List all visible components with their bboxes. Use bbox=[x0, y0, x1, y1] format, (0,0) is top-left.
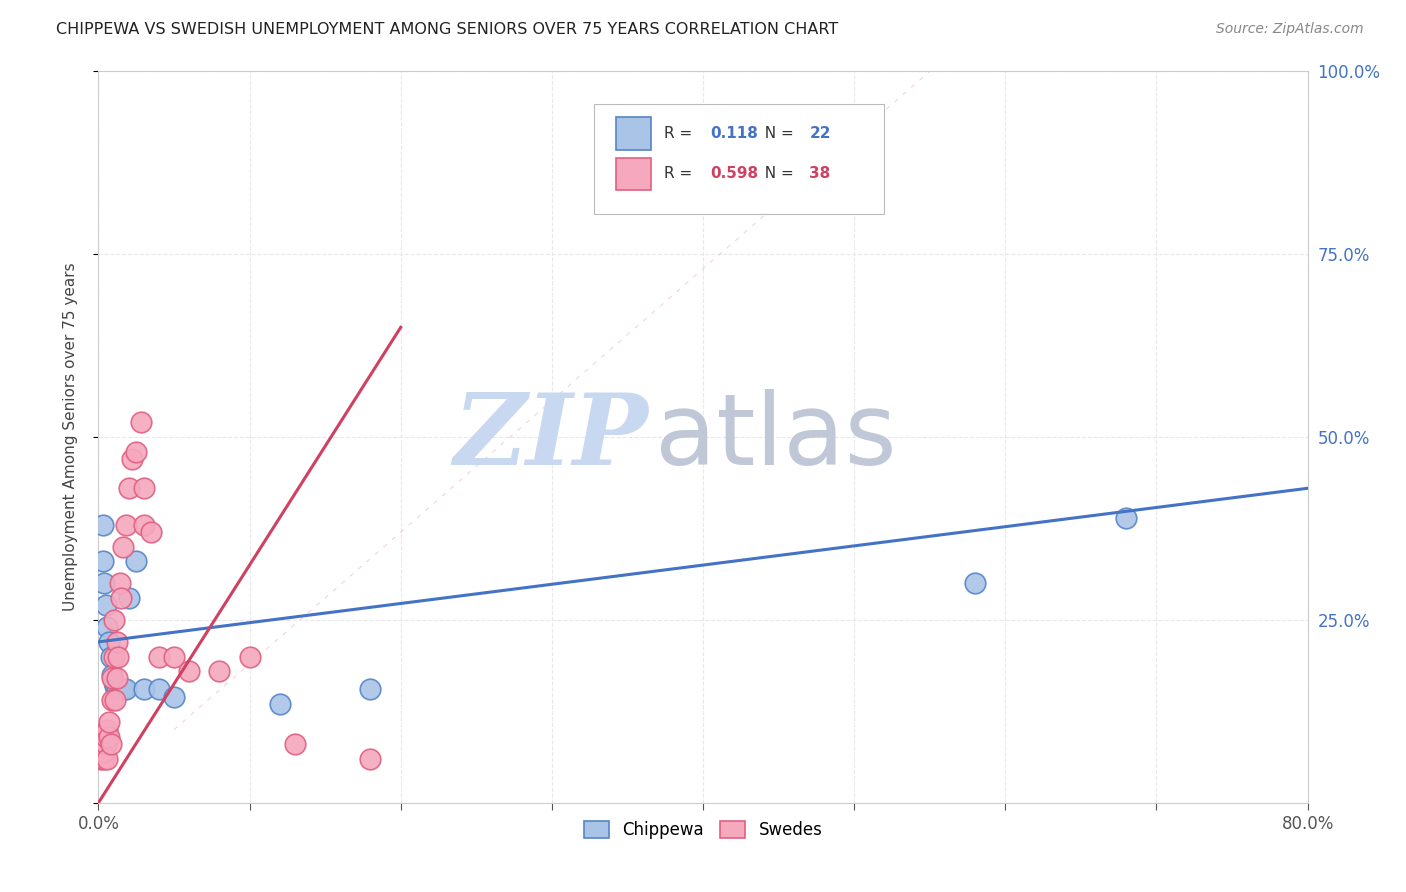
Point bbox=[1115, 510, 1137, 524]
Point bbox=[125, 444, 148, 458]
Point bbox=[101, 667, 124, 681]
Legend: Chippewa, Swedes: Chippewa, Swedes bbox=[576, 814, 830, 846]
Point bbox=[114, 682, 136, 697]
Y-axis label: Unemployment Among Seniors over 75 years: Unemployment Among Seniors over 75 years bbox=[63, 263, 77, 611]
Point bbox=[111, 682, 134, 697]
Text: R =: R = bbox=[664, 126, 697, 141]
Point bbox=[125, 554, 148, 568]
Point bbox=[91, 745, 114, 759]
FancyBboxPatch shape bbox=[595, 104, 884, 214]
Text: 0.118: 0.118 bbox=[710, 126, 758, 141]
Point bbox=[105, 682, 128, 697]
Point bbox=[360, 752, 382, 766]
Point bbox=[91, 517, 114, 532]
Point bbox=[132, 481, 155, 495]
Point bbox=[104, 693, 127, 707]
Point bbox=[94, 730, 117, 744]
Text: CHIPPEWA VS SWEDISH UNEMPLOYMENT AMONG SENIORS OVER 75 YEARS CORRELATION CHART: CHIPPEWA VS SWEDISH UNEMPLOYMENT AMONG S… bbox=[56, 22, 838, 37]
Point bbox=[93, 752, 115, 766]
Point bbox=[101, 693, 124, 707]
Point bbox=[179, 664, 201, 678]
Point bbox=[163, 649, 186, 664]
Point bbox=[93, 745, 115, 759]
Text: N =: N = bbox=[755, 166, 799, 181]
Text: 22: 22 bbox=[810, 126, 831, 141]
Point bbox=[100, 649, 122, 664]
Point bbox=[118, 481, 141, 495]
Point bbox=[148, 649, 170, 664]
Text: 38: 38 bbox=[810, 166, 831, 181]
Point bbox=[107, 649, 129, 664]
Point bbox=[111, 540, 134, 554]
Point bbox=[132, 682, 155, 697]
Text: Source: ZipAtlas.com: Source: ZipAtlas.com bbox=[1216, 22, 1364, 37]
Point bbox=[360, 682, 382, 697]
Text: atlas: atlas bbox=[655, 389, 896, 485]
Point bbox=[103, 649, 125, 664]
Point bbox=[91, 737, 114, 751]
Point bbox=[132, 517, 155, 532]
Point bbox=[148, 682, 170, 697]
Point bbox=[96, 723, 118, 737]
Point bbox=[101, 672, 124, 686]
Text: N =: N = bbox=[755, 126, 799, 141]
Point bbox=[108, 682, 131, 697]
Point bbox=[118, 591, 141, 605]
Point bbox=[98, 730, 121, 744]
Point bbox=[98, 715, 121, 730]
Point bbox=[103, 613, 125, 627]
Point bbox=[269, 697, 291, 711]
Point bbox=[284, 737, 307, 751]
Point bbox=[104, 679, 127, 693]
Point bbox=[121, 452, 143, 467]
Point bbox=[103, 675, 125, 690]
Text: R =: R = bbox=[664, 166, 697, 181]
Point bbox=[163, 690, 186, 704]
Point bbox=[94, 599, 117, 613]
Point bbox=[239, 649, 262, 664]
Point bbox=[208, 664, 231, 678]
FancyBboxPatch shape bbox=[616, 158, 651, 190]
Point bbox=[105, 672, 128, 686]
Text: ZIP: ZIP bbox=[454, 389, 648, 485]
Point bbox=[129, 416, 152, 430]
Point bbox=[94, 737, 117, 751]
Point bbox=[114, 517, 136, 532]
Point bbox=[93, 576, 115, 591]
Point bbox=[96, 620, 118, 634]
Point bbox=[141, 525, 163, 540]
FancyBboxPatch shape bbox=[616, 118, 651, 150]
Point bbox=[965, 576, 987, 591]
Point bbox=[110, 591, 132, 605]
Point bbox=[96, 752, 118, 766]
Point bbox=[105, 635, 128, 649]
Point bbox=[90, 752, 112, 766]
Point bbox=[100, 737, 122, 751]
Point bbox=[91, 554, 114, 568]
Point bbox=[98, 635, 121, 649]
Text: 0.598: 0.598 bbox=[710, 166, 758, 181]
Point bbox=[108, 576, 131, 591]
